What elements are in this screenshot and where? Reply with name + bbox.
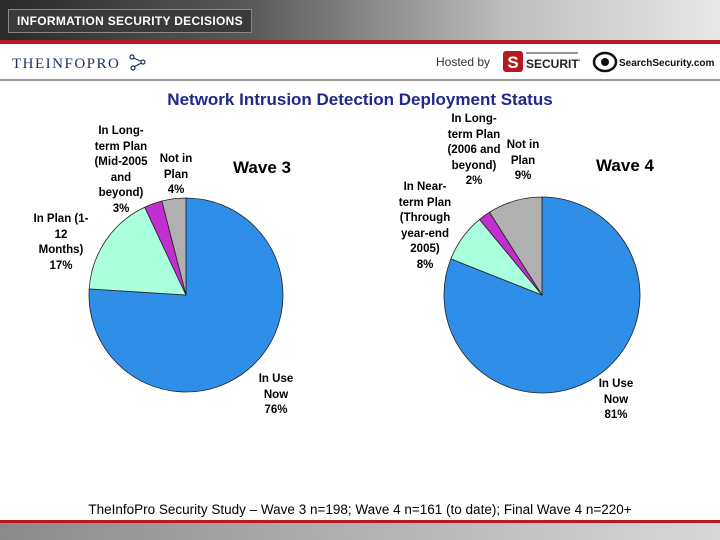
slice-label-line: (Through [399, 212, 451, 224]
wave3-not-in-plan-label: Not in Plan 4% [156, 152, 196, 199]
wave3-in-use-label: In Use Now 76% [248, 372, 304, 419]
slice-label-line: 3% [112, 202, 130, 215]
slice-label-line: Now [263, 388, 289, 401]
security-magazine-logo: S SECURITY [503, 51, 580, 72]
wave3-in-plan-label: In Plan (1- 12 Months) 17% [28, 212, 94, 274]
slice-label-line: 76% [264, 404, 288, 416]
searchsecurity-logo-text: SearchSecurity.com [619, 58, 714, 69]
slide-title: Network Intrusion Detection Deployment S… [167, 90, 553, 109]
wave4-slice-not-in-plan [488, 196, 543, 297]
slice-label-line: Plan [163, 168, 189, 181]
slice-label-line: year-end [401, 227, 449, 240]
conference-badge: INFORMATION SECURITY DECISIONS [8, 9, 252, 33]
slice-label-line: In Long- [98, 125, 144, 137]
wave4-title: Wave 4 [596, 156, 654, 175]
wave3-pie [88, 197, 284, 393]
wave3-slice-not-in-plan [161, 197, 187, 296]
slice-label-line: In Use [258, 373, 294, 385]
slice-label-line: (Mid-2005 [94, 156, 148, 168]
brand-divider [0, 79, 720, 81]
slice-label-line: beyond) [451, 159, 497, 172]
slice-label-line: Not in [159, 153, 193, 165]
wave4-in-use-label: In Use Now 81% [588, 377, 644, 424]
slice-label-line: 17% [49, 259, 73, 272]
wave3-slice-in-plan [88, 206, 187, 296]
wave4-long-term-label: In Long-term Plan (2006 and beyond) 2% [436, 112, 512, 190]
wave4-pie [443, 196, 641, 394]
slice-label-line: 81% [604, 409, 628, 421]
infopro-network-icon [128, 54, 146, 71]
slice-label-line: term Plan [94, 140, 148, 153]
wave3-title: Wave 3 [233, 158, 291, 177]
wave3-slice-in-use [88, 197, 284, 393]
slice-label-line: 9% [514, 170, 532, 182]
footer-divider [0, 520, 720, 523]
slice-label-line: Months) [38, 244, 84, 256]
slice-label-line: Plan [510, 154, 536, 167]
slice-label-line: 12 [54, 228, 68, 241]
wave4-not-in-plan-label: Not in Plan 9% [502, 138, 544, 185]
slice-label-line: In Plan (1- [33, 213, 89, 225]
slice-label-line: term Plan [447, 128, 501, 141]
slice-label-line: term Plan [398, 196, 452, 209]
searchsecurity-logo: SearchSecurity.com [592, 51, 714, 73]
slice-label-line: 8% [416, 258, 434, 271]
slice-label-line: Not in [506, 139, 540, 151]
slice-label-line: Now [603, 393, 629, 406]
security-logo-text: SECURITY [526, 57, 580, 71]
footer-note: TheInfoPro Security Study – Wave 3 n=198… [88, 502, 632, 517]
slice-label-line: 2% [465, 175, 483, 187]
hosted-by-label: Hosted by [436, 55, 491, 69]
brand-row: THEINFOPRO Hosted by S SECURITY SearchSe… [0, 44, 720, 79]
svg-text:S: S [507, 53, 518, 72]
infopro-logo: THEINFOPRO [12, 53, 147, 73]
slice-label-line: 2005) [410, 243, 440, 255]
header-divider [0, 40, 720, 44]
slice-label-line: beyond) [98, 187, 144, 199]
slice-label-line: and [110, 171, 132, 184]
bottom-banner [0, 523, 720, 540]
slice-label-line: 4% [167, 184, 185, 196]
slice-label-line: (2006 and [447, 144, 501, 156]
slice-label-line: In Long- [451, 113, 497, 125]
slice-label-line: In Near- [403, 181, 447, 193]
infopro-logo-text: THEINFOPRO [12, 56, 121, 72]
slice-label-line: In Use [598, 378, 634, 390]
wave3-long-term-label: In Long-term Plan (Mid-2005 and beyond) 3% [82, 124, 160, 217]
top-banner: INFORMATION SECURITY DECISIONS [0, 0, 720, 40]
wave4-near-term-label: In Near-term Plan (Through year-end 2005) 8% [390, 180, 460, 273]
